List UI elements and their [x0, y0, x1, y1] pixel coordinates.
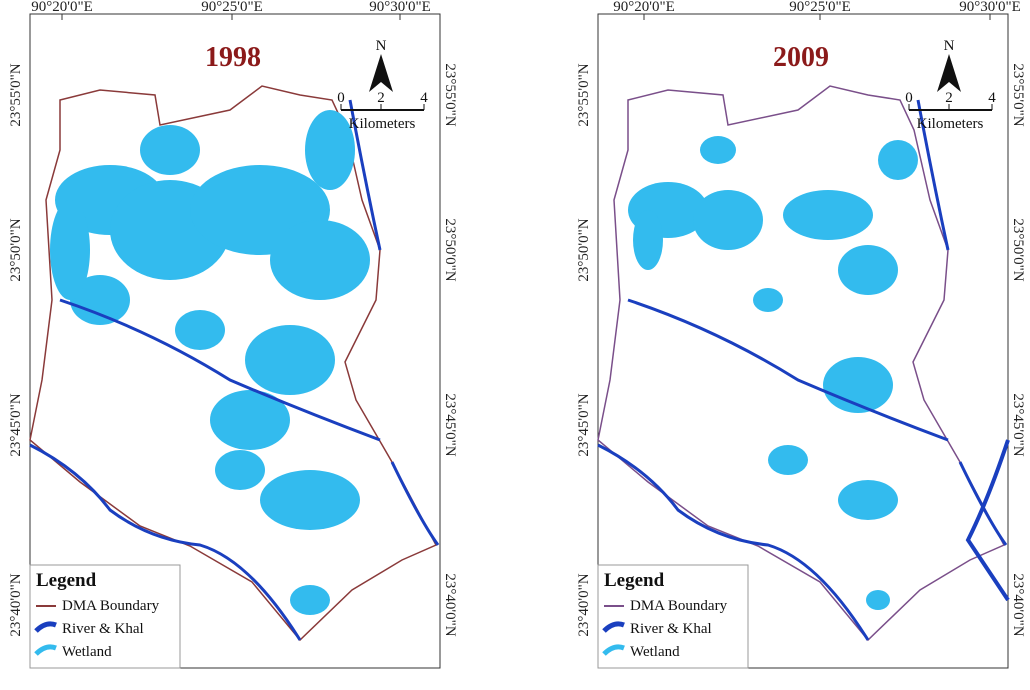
left-coord: 23°50'0"N [8, 218, 24, 281]
top-coord: 90°30'0"E [959, 0, 1021, 15]
wetland-patch [838, 480, 898, 520]
top-coord: 90°20'0"E [31, 0, 93, 15]
river [597, 99, 1008, 641]
wetland-patch [260, 470, 360, 530]
legend-item: River & Khal [630, 621, 712, 637]
legend-item: Wetland [62, 644, 112, 660]
wetland-patch [305, 110, 355, 190]
north-arrow [937, 54, 961, 92]
wetland-patch [866, 590, 890, 610]
legend-box [29, 564, 181, 669]
legend-symbol [34, 644, 57, 656]
right-coord: 23°40'0"N [442, 573, 458, 636]
right-coord: 23°50'0"N [1010, 218, 1026, 281]
legend-box [597, 564, 749, 669]
wetland-patch [245, 325, 335, 395]
wetland-patch [175, 310, 225, 350]
legend-title: Legend [36, 570, 97, 591]
river [29, 99, 440, 641]
right-coord: 23°40'0"N [1010, 573, 1026, 636]
wetland-patch [50, 200, 90, 300]
left-coord: 23°50'0"N [576, 218, 592, 281]
top-coord: 90°20'0"E [613, 0, 675, 15]
top-coord: 90°25'0"E [789, 0, 851, 15]
left-coord: 23°45'0"N [576, 393, 592, 456]
map-title: 1998 [205, 42, 261, 73]
map-panel: 90°20'0"E 90°25'0"E 90°30'0"E 23°55'0"N 23°5… [8, 0, 458, 669]
wetland-patch [768, 445, 808, 475]
legend-item: DMA Boundary [630, 598, 728, 614]
legend-item: River & Khal [62, 621, 144, 637]
wetland-patch [140, 125, 200, 175]
wetland-patch [878, 140, 918, 180]
legend-item: DMA Boundary [62, 598, 160, 614]
right-coord: 23°50'0"N [442, 218, 458, 281]
wetland-patch [753, 288, 783, 312]
left-coord: 23°45'0"N [8, 393, 24, 456]
legend-title: Legend [604, 570, 665, 591]
wetland-patch [210, 390, 290, 450]
river [965, 439, 1010, 602]
right-coord: 23°55'0"N [442, 63, 458, 126]
north-arrow [369, 54, 393, 92]
wetland-patch [700, 136, 736, 164]
map-panel: 90°20'0"E 90°25'0"E 90°30'0"E 23°55'0"N 23°5… [576, 0, 1026, 669]
top-coord: 90°30'0"E [369, 0, 431, 15]
map-title: 2009 [773, 42, 829, 73]
top-coord: 90°25'0"E [201, 0, 263, 15]
scale-label: 0 [905, 90, 913, 106]
scale-label: 0 [337, 90, 345, 106]
wetland-patch [693, 190, 763, 250]
scale-label: 2 [377, 90, 385, 106]
north-label: N [376, 38, 387, 54]
north-label: N [944, 38, 955, 54]
right-coord: 23°45'0"N [1010, 393, 1026, 456]
wetland-patch [783, 190, 873, 240]
left-coord: 23°40'0"N [8, 573, 24, 636]
legend-symbol [34, 621, 57, 633]
legend-symbol [602, 644, 625, 656]
right-coord: 23°55'0"N [1010, 63, 1026, 126]
scale-unit: Kilometers [349, 116, 416, 132]
wetland-patch [270, 220, 370, 300]
scale-label: 4 [988, 90, 996, 106]
wetland-patch [215, 450, 265, 490]
legend-item: Wetland [630, 644, 680, 660]
wetland-patch [633, 210, 663, 270]
left-coord: 23°40'0"N [576, 573, 592, 636]
legend-symbol [602, 621, 625, 633]
scale-label: 2 [945, 90, 953, 106]
right-coord: 23°45'0"N [442, 393, 458, 456]
scale-unit: Kilometers [917, 116, 984, 132]
scale-label: 4 [420, 90, 428, 106]
left-coord: 23°55'0"N [576, 63, 592, 126]
wetland-patch [838, 245, 898, 295]
wetland-patch [70, 275, 130, 325]
left-coord: 23°55'0"N [8, 63, 24, 126]
wetland-patch [290, 585, 330, 615]
